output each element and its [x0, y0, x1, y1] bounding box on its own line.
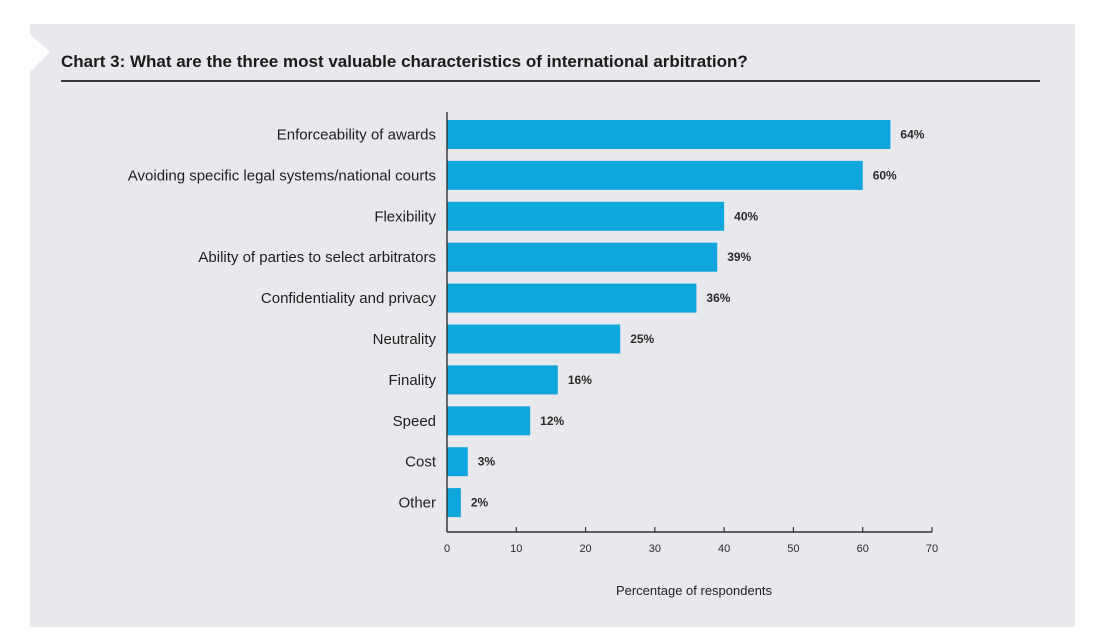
data-label: 40%	[734, 209, 758, 223]
x-tick-label: 70	[926, 543, 938, 555]
data-label: 25%	[630, 332, 654, 346]
x-tick-label: 40	[718, 543, 730, 555]
bar	[447, 324, 621, 354]
labels-group: Enforceability of awards 64% Avoiding spec…	[128, 127, 925, 512]
x-tick-label: 20	[579, 543, 591, 555]
x-tick-label: 10	[510, 543, 522, 555]
x-axis-title: Percentage of respondents	[616, 583, 773, 598]
bar	[447, 406, 531, 436]
chart-title: Chart 3: What are the three most valuabl…	[61, 52, 748, 71]
data-label: 64%	[900, 128, 924, 142]
data-label: 12%	[540, 414, 564, 428]
data-label: 60%	[873, 168, 897, 182]
title-divider	[61, 80, 1040, 82]
bar	[447, 242, 718, 272]
data-label: 36%	[706, 291, 730, 305]
axes-group: 0 10 20 30 40 50 60 70	[444, 112, 938, 555]
bar	[447, 201, 725, 231]
bar	[447, 160, 863, 190]
bar	[447, 365, 558, 395]
x-tick-label: 30	[649, 543, 661, 555]
category-label: Enforceability of awards	[277, 127, 436, 144]
category-label: Cost	[405, 454, 437, 471]
bar	[447, 283, 697, 313]
x-tick-label: 0	[444, 543, 450, 555]
x-tick-label: 60	[857, 543, 869, 555]
category-label: Neutrality	[373, 331, 437, 348]
bar	[447, 120, 891, 149]
category-label: Speed	[393, 413, 436, 430]
data-label: 2%	[471, 496, 489, 510]
category-label: Other	[398, 495, 436, 512]
bar	[447, 447, 468, 477]
data-label: 39%	[727, 250, 751, 264]
category-label: Finality	[388, 372, 436, 389]
data-label: 16%	[568, 373, 592, 387]
category-label: Flexibility	[374, 208, 436, 225]
bars-group	[447, 120, 891, 518]
x-tick-label: 50	[787, 543, 799, 555]
bar	[447, 488, 461, 518]
data-label: 3%	[478, 455, 496, 469]
category-label: Ability of parties to select arbitrators	[198, 249, 436, 266]
category-label: Avoiding specific legal systems/national…	[128, 167, 436, 184]
category-label: Confidentiality and privacy	[261, 290, 437, 307]
